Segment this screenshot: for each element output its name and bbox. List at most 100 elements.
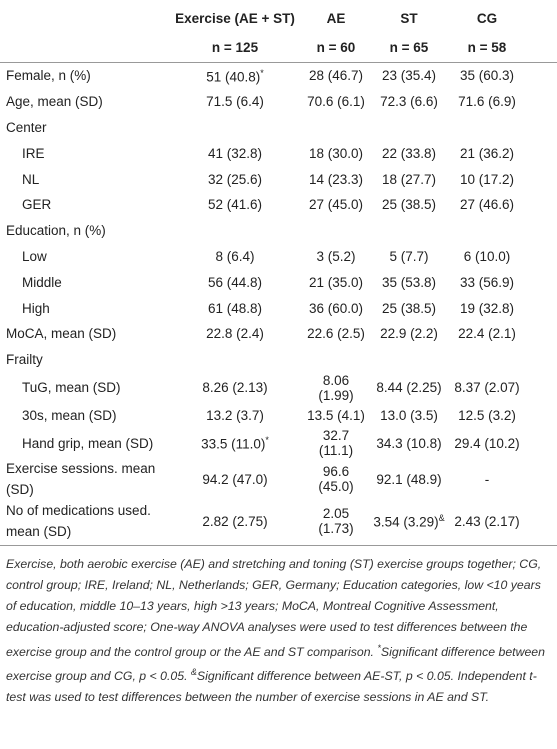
- table-cell: -: [484, 471, 490, 487]
- table-cell: 13.5 (4.1): [307, 407, 365, 423]
- table-cell: 35 (60.3): [459, 68, 515, 84]
- row-label: Center: [6, 119, 47, 135]
- table-cell: [165, 218, 305, 244]
- table-cell: 19 (32.8): [459, 300, 515, 316]
- table-row: Exercise sessions. mean (SD) 94.2 (47.0) 9…: [0, 458, 557, 500]
- row-label: 30s, mean (SD): [22, 407, 117, 423]
- table-cell: 6 (10.0): [463, 248, 511, 264]
- table-row: MoCA, mean (SD) 22.8 (2.4) 22.6 (2.5) 22.9 …: [0, 321, 557, 347]
- table-cell: 2.05 (1.73): [305, 500, 367, 547]
- row-label: Age, mean (SD): [6, 94, 103, 110]
- table-cell: 51 (40.8)*: [165, 63, 305, 89]
- table-cell: [451, 115, 557, 141]
- table-row: Center: [0, 115, 557, 141]
- footnote-text: Significant difference between exercise …: [6, 644, 545, 684]
- header-cell: AE: [326, 10, 346, 26]
- table-cell: 92.1 (48.9): [376, 471, 442, 487]
- table-cell: 23 (35.4): [381, 68, 437, 84]
- table-cell: 13.0 (3.5): [380, 407, 438, 423]
- table-cell: [451, 347, 557, 373]
- table-cell: 13.2 (3.7): [206, 407, 264, 423]
- table-cell: 8.37 (2.07): [454, 380, 520, 396]
- table-cell: 41 (32.8): [207, 145, 263, 161]
- table-cell: [367, 347, 451, 373]
- row-label: Frailty: [6, 352, 43, 368]
- header-row: Exercise (AE + ST) AE ST CG: [0, 4, 557, 32]
- table-cell: [367, 115, 451, 141]
- table-cell: 18 (27.7): [381, 171, 437, 187]
- row-label: IRE: [22, 145, 45, 161]
- row-label: TuG, mean (SD): [22, 380, 121, 396]
- table-cell: 29.4 (10.2): [454, 435, 520, 451]
- table-cell: [367, 218, 451, 244]
- table-row: Female, n (%) 51 (40.8)* 28 (46.7) 23 (35.4…: [0, 63, 557, 89]
- table-cell: 28 (46.7): [308, 68, 364, 84]
- table-cell: 25 (38.5): [381, 197, 437, 213]
- footnote-mark: *: [377, 642, 381, 653]
- table-row: NL 32 (25.6) 14 (23.3) 18 (27.7) 10 (17.2): [0, 166, 557, 192]
- table-cell: [165, 115, 305, 141]
- table-cell: 18 (30.0): [308, 145, 364, 161]
- row-label: NL: [22, 171, 40, 187]
- table-row: TuG, mean (SD) 8.26 (2.13) 8.06 (1.99) 8.44…: [0, 373, 557, 403]
- footnote-text: Exercise, both aerobic exercise (AE) and…: [6, 557, 542, 659]
- row-label: No of medications used. mean (SD): [0, 500, 165, 547]
- table: Exercise (AE + ST) AE ST CG n = 125 n = 60 n =…: [0, 4, 557, 547]
- table-row: Education, n (%): [0, 218, 557, 244]
- cell-text: 33.5 (11.0): [201, 436, 266, 452]
- table-row: Hand grip, mean (SD) 33.5 (11.0)* 32.7 (11…: [0, 428, 557, 458]
- table-cell: 96.6 (45.0): [318, 464, 354, 495]
- table-row: Frailty: [0, 347, 557, 373]
- row-label: Hand grip, mean (SD): [22, 435, 154, 451]
- cell-mark: *: [265, 435, 269, 446]
- table-cell: [305, 115, 367, 141]
- table-cell: [451, 218, 557, 244]
- footnote: Exercise, both aerobic exercise (AE) and…: [0, 546, 557, 708]
- table-cell: 10 (17.2): [459, 171, 515, 187]
- footnote-text: Significant difference between AE-ST, p …: [6, 669, 537, 705]
- table-cell: 2.43 (2.17): [451, 500, 557, 547]
- cell-mark: *: [260, 67, 264, 78]
- table-cell: 33 (56.9): [459, 274, 515, 290]
- row-label: GER: [22, 197, 52, 213]
- table-cell: 22.9 (2.2): [380, 326, 438, 342]
- table-cell: 8.44 (2.25): [376, 380, 442, 396]
- header-cell: Exercise (AE + ST): [175, 10, 295, 26]
- header-cell: n = 125: [165, 32, 305, 63]
- table-cell: 8.26 (2.13): [202, 380, 268, 396]
- table-cell: 8 (6.4): [215, 248, 255, 264]
- table-cell: 36 (60.0): [308, 300, 364, 316]
- table-cell: 8.06 (1.99): [318, 372, 354, 403]
- table-row: High 61 (48.8) 36 (60.0) 25 (38.5) 19 (32.8): [0, 295, 557, 321]
- table-row: IRE 41 (32.8) 18 (30.0) 22 (33.8) 21 (36.2): [0, 140, 557, 166]
- table-cell: 33.5 (11.0)*: [165, 428, 305, 458]
- table-cell: 5 (7.7): [389, 248, 429, 264]
- table-cell: 22 (33.8): [381, 145, 437, 161]
- header-cell: n = 65: [367, 32, 451, 63]
- table-cell: 3.54 (3.29)&: [367, 500, 451, 547]
- table-cell: 22.8 (2.4): [206, 326, 264, 342]
- table-cell: 21 (36.2): [459, 145, 515, 161]
- table-cell: 22.6 (2.5): [307, 326, 365, 342]
- table-row: Middle 56 (44.8) 21 (35.0) 35 (53.8) 33 (56.…: [0, 269, 557, 295]
- subheader-row: n = 125 n = 60 n = 65 n = 58: [0, 32, 557, 63]
- table-cell: 14 (23.3): [308, 171, 364, 187]
- table-cell: 56 (44.8): [207, 274, 263, 290]
- row-label: Exercise sessions. mean (SD): [6, 461, 156, 498]
- table-cell: 2.82 (2.75): [165, 500, 305, 547]
- table-cell: 32.7 (11.1): [318, 428, 354, 459]
- table-row: 30s, mean (SD) 13.2 (3.7) 13.5 (4.1) 13.0 (…: [0, 403, 557, 429]
- table-row: Age, mean (SD) 71.5 (6.4) 70.6 (6.1) 72.3 (…: [0, 89, 557, 115]
- table-cell: 32 (25.6): [207, 171, 263, 187]
- table-cell: 25 (38.5): [381, 300, 437, 316]
- table-row: GER 52 (41.6) 27 (45.0) 25 (38.5) 27 (46.6): [0, 192, 557, 218]
- cell-text: 3.54 (3.29): [373, 514, 439, 530]
- table-cell: 94.2 (47.0): [202, 471, 268, 487]
- table-cell: 12.5 (3.2): [458, 407, 516, 423]
- row-label: Education, n (%): [6, 223, 106, 239]
- row-label: Low: [22, 248, 47, 264]
- header-cell: ST: [400, 10, 418, 26]
- table-cell: 71.6 (6.9): [458, 94, 516, 110]
- table-cell: [165, 347, 305, 373]
- header-cell: [0, 32, 165, 63]
